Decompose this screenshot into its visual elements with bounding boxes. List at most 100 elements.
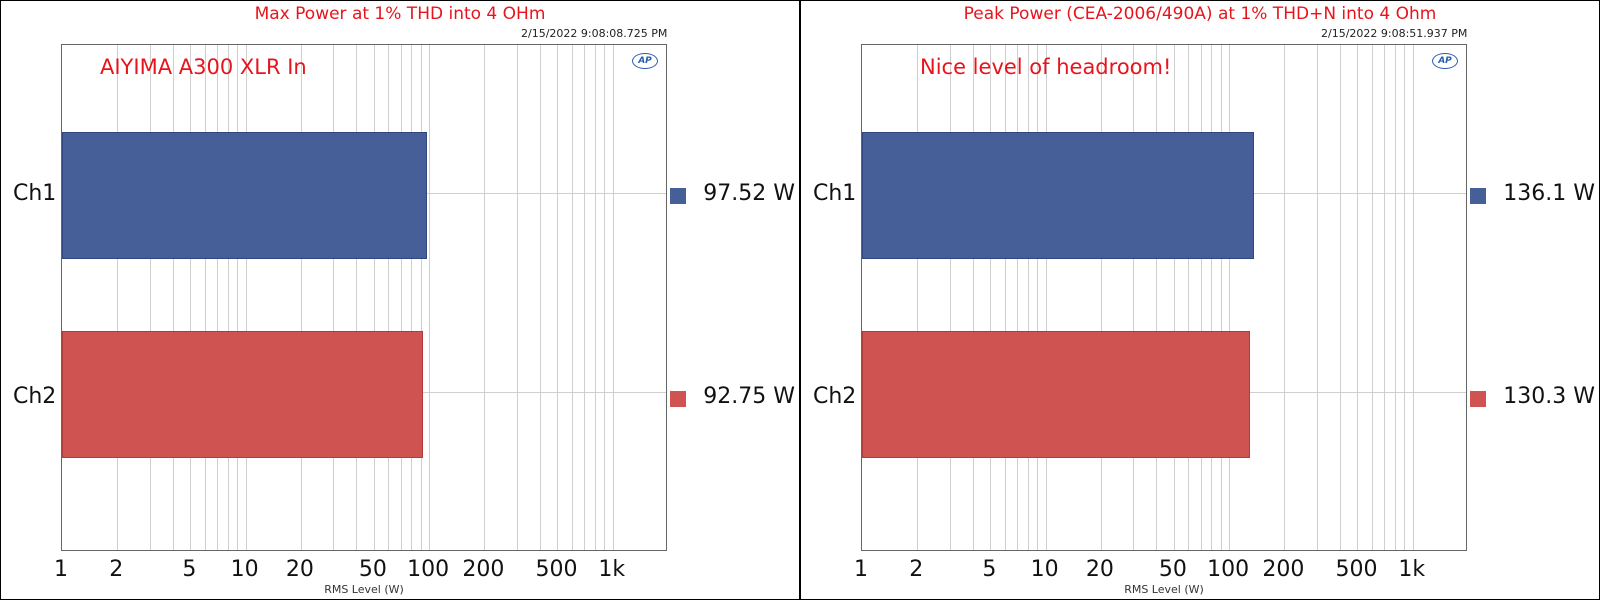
grid-line-vertical bbox=[584, 45, 586, 550]
x-tick-label: 200 bbox=[1262, 557, 1305, 582]
grid-line-vertical bbox=[604, 45, 606, 550]
legend-swatch-ch2 bbox=[1470, 391, 1486, 407]
chart-title: Max Power at 1% THD into 4 OHm bbox=[254, 4, 546, 24]
grid-line-vertical bbox=[1394, 45, 1396, 550]
grid-line-vertical bbox=[1004, 45, 1006, 550]
chart-timestamp: 2/15/2022 9:08:08.725 PM bbox=[521, 27, 668, 40]
grid-line-vertical bbox=[1037, 45, 1039, 550]
grid-line-vertical bbox=[149, 45, 151, 550]
x-tick-label: 2 bbox=[109, 557, 124, 582]
bar-ch2 bbox=[62, 331, 424, 458]
grid-line-vertical bbox=[1412, 45, 1414, 550]
grid-line-vertical bbox=[949, 45, 951, 550]
grid-line-vertical bbox=[429, 45, 431, 550]
ap-logo-icon: AP bbox=[632, 53, 658, 69]
plot-area: AIYIMA A300 XLR In AP bbox=[61, 44, 667, 551]
category-label-ch2: Ch2 bbox=[813, 384, 857, 409]
x-tick-label: 100 bbox=[1207, 557, 1250, 582]
legend-swatch-ch1 bbox=[1470, 188, 1486, 204]
x-tick-label: 200 bbox=[462, 557, 505, 582]
grid-line-vertical bbox=[1045, 45, 1047, 550]
grid-line-vertical bbox=[373, 45, 375, 550]
x-tick-label: 10 bbox=[1030, 557, 1059, 582]
plot-area: Nice level of headroom! AP bbox=[861, 44, 1467, 551]
legend-swatch-ch2 bbox=[670, 391, 686, 407]
grid-line-vertical bbox=[388, 45, 390, 550]
grid-line-vertical bbox=[227, 45, 229, 550]
grid-line-vertical bbox=[1316, 45, 1318, 550]
category-label-ch1: Ch1 bbox=[13, 181, 57, 206]
legend-value-ch1: 136.1 W bbox=[1503, 181, 1595, 206]
x-tick-label: 5 bbox=[182, 557, 197, 582]
grid-line-vertical bbox=[1027, 45, 1029, 550]
chart-annotation: Nice level of headroom! bbox=[920, 55, 1172, 79]
legend-value-ch1: 97.52 W bbox=[703, 181, 795, 206]
x-tick-label: 100 bbox=[407, 557, 450, 582]
grid-line-vertical bbox=[333, 45, 335, 550]
legend-value-ch2: 92.75 W bbox=[703, 384, 795, 409]
grid-line-vertical bbox=[217, 45, 219, 550]
grid-line-vertical bbox=[516, 45, 518, 550]
x-tick-label: 50 bbox=[358, 557, 387, 582]
category-label-ch2: Ch2 bbox=[13, 384, 57, 409]
grid-line-vertical bbox=[1211, 45, 1213, 550]
grid-line-vertical bbox=[1372, 45, 1373, 550]
grid-line-vertical bbox=[484, 45, 486, 550]
grid-line-vertical bbox=[400, 45, 402, 550]
grid-line-vertical bbox=[1404, 45, 1406, 550]
grid-line-vertical bbox=[356, 45, 358, 550]
chart-title: Peak Power (CEA-2006/490A) at 1% THD+N i… bbox=[963, 4, 1437, 24]
grid-line-vertical bbox=[245, 45, 247, 550]
legend-swatch-ch1 bbox=[670, 188, 686, 204]
grid-line-vertical bbox=[1384, 45, 1386, 550]
grid-line-vertical bbox=[572, 45, 573, 550]
grid-line-vertical bbox=[204, 45, 206, 550]
x-axis-label: RMS Level (W) bbox=[1124, 583, 1204, 596]
grid-line-vertical bbox=[1200, 45, 1202, 550]
grid-line-vertical bbox=[1173, 45, 1175, 550]
grid-line-vertical bbox=[972, 45, 974, 550]
grid-line-vertical bbox=[539, 45, 541, 550]
grid-line-vertical bbox=[1156, 45, 1158, 550]
grid-line-vertical bbox=[172, 45, 174, 550]
grid-line-vertical bbox=[990, 45, 992, 550]
x-tick-label: 1k bbox=[598, 557, 626, 582]
grid-line-vertical bbox=[237, 45, 239, 550]
x-axis-label: RMS Level (W) bbox=[324, 583, 404, 596]
grid-line-vertical bbox=[1357, 45, 1359, 550]
x-tick-label: 20 bbox=[1085, 557, 1114, 582]
grid-line-vertical bbox=[190, 45, 192, 550]
grid-line-vertical bbox=[300, 45, 302, 550]
grid-line-vertical bbox=[1017, 45, 1019, 550]
legend-value-ch2: 130.3 W bbox=[1503, 384, 1595, 409]
grid-line-vertical bbox=[594, 45, 596, 550]
x-tick-label: 2 bbox=[909, 557, 924, 582]
x-tick-label: 1k bbox=[1398, 557, 1426, 582]
category-label-ch1: Ch1 bbox=[813, 181, 857, 206]
grid-line-vertical bbox=[1188, 45, 1190, 550]
grid-line-vertical bbox=[117, 45, 119, 550]
chart-panel-left: Max Power at 1% THD into 4 OHm 2/15/2022… bbox=[0, 0, 800, 600]
grid-line-vertical bbox=[917, 45, 919, 550]
grid-line-vertical bbox=[420, 45, 422, 550]
x-tick-label: 20 bbox=[285, 557, 314, 582]
bar-ch2 bbox=[862, 331, 1251, 458]
ap-logo-icon: AP bbox=[1432, 53, 1458, 69]
grid-line-vertical bbox=[411, 45, 413, 550]
chart-annotation: AIYIMA A300 XLR In bbox=[100, 55, 307, 79]
grid-line-vertical bbox=[1229, 45, 1231, 550]
grid-line-vertical bbox=[1339, 45, 1341, 550]
x-tick-label: 10 bbox=[230, 557, 259, 582]
x-tick-label: 1 bbox=[54, 557, 68, 582]
grid-line-vertical bbox=[612, 45, 614, 550]
x-tick-label: 50 bbox=[1158, 557, 1187, 582]
grid-line-vertical bbox=[1220, 45, 1222, 550]
grid-line-vertical bbox=[1133, 45, 1135, 550]
chart-timestamp: 2/15/2022 9:08:51.937 PM bbox=[1321, 27, 1468, 40]
x-tick-label: 5 bbox=[982, 557, 997, 582]
bar-ch1 bbox=[62, 132, 428, 259]
grid-line-vertical bbox=[1100, 45, 1102, 550]
bar-ch1 bbox=[862, 132, 1254, 259]
x-tick-label: 1 bbox=[854, 557, 868, 582]
grid-line-vertical bbox=[557, 45, 559, 550]
